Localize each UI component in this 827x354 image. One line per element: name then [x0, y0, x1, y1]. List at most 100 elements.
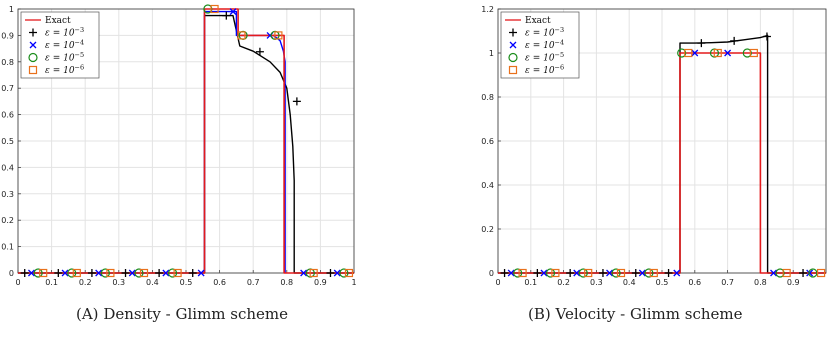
velocity-legend-exp-e4: −4 [555, 39, 565, 47]
velocity-marker-e4 [540, 269, 548, 277]
density-legend-marker-e5 [28, 52, 38, 63]
density-xtick-label: 0.4 [146, 278, 159, 287]
velocity-marker-e3 [762, 32, 771, 41]
velocity-ytick-label: 0.6 [481, 137, 494, 146]
density-xtick-label: 0.5 [180, 278, 193, 287]
density-legend-label-e3: ε = 10−3 [45, 26, 84, 39]
velocity-marker-e5 [775, 268, 785, 278]
velocity-chart: 0 0.1 0.2 0.3 0.4 0.5 0.6 0.7 0.8 0.9 0 0.2 0.4 0.6 0.… [481, 5, 827, 287]
velocity-ytick-label: 1.2 [481, 5, 494, 14]
caption-b-text: Velocity - Glimm scheme [555, 305, 743, 323]
velocity-marker-e4 [770, 269, 777, 277]
density-marker-e3 [188, 269, 197, 277]
velocity-xtick-label: 0 [495, 278, 500, 287]
velocity-xtick-label: 0.9 [787, 278, 800, 287]
density-legend-marker-e3 [29, 28, 37, 37]
velocity-legend-label-e4: ε = 10−4 [525, 39, 564, 52]
density-line-exact [18, 8, 354, 274]
density-xtick-label: 0.6 [213, 278, 226, 287]
velocity-marker-e3 [566, 269, 575, 277]
velocity-xtick-label: 0.4 [623, 278, 636, 287]
caption-a-text: Density - Glimm scheme [103, 305, 289, 323]
caption-a-tag: (A) [76, 305, 99, 323]
density-legend-eps-e5: ε = 10 [45, 54, 75, 64]
density-marker-e6 [139, 268, 149, 278]
density-marker-e3 [54, 269, 63, 277]
velocity-marker-e6 [616, 268, 626, 278]
density-marker-e4 [162, 269, 170, 277]
density-legend-marker-e6 [28, 65, 38, 75]
density-legend-exp-e3: −3 [75, 26, 85, 34]
density-marker-e3 [155, 269, 164, 277]
velocity-legend-eps-e3: ε = 10 [525, 29, 555, 39]
density-marker-e6 [309, 268, 318, 278]
velocity-marker-e6 [649, 268, 658, 278]
density-marker-e3 [326, 269, 335, 277]
velocity-marker-e3 [664, 269, 673, 277]
density-ytick-label: 0 [9, 269, 14, 278]
velocity-legend-eps-e6: ε = 10 [525, 66, 555, 76]
density-ytick-label: 0.2 [1, 216, 14, 225]
velocity-legend-exp-e5: −5 [555, 51, 565, 59]
density-marker-e6 [173, 268, 182, 278]
density-legend-eps-e3: ε = 10 [45, 29, 75, 39]
velocity-xtick-label: 0.1 [524, 278, 537, 287]
velocity-legend-label-e5: ε = 10−5 [525, 51, 564, 64]
density-marker-e5 [100, 268, 110, 278]
caption-b-tag: (B) [528, 305, 551, 323]
velocity-ytick-label: 0.8 [481, 93, 494, 102]
velocity-marker-e4 [507, 269, 515, 277]
velocity-marker-e6 [782, 268, 791, 278]
density-marker-e4 [95, 269, 103, 277]
velocity-marker-e5 [677, 48, 687, 58]
density-legend-label-e5: ε = 10−5 [45, 51, 84, 64]
velocity-marker-e5 [644, 268, 654, 278]
velocity-ytick-label: 0.4 [481, 181, 494, 190]
velocity-marker-e6 [584, 268, 593, 278]
velocity-marker-e3 [533, 269, 542, 277]
density-ytick-label: 0.5 [1, 137, 14, 146]
density-marker-e4 [61, 269, 69, 277]
velocity-marker-e4 [724, 49, 732, 57]
density-line-e4 [203, 10, 286, 273]
density-legend-label-e4: ε = 10−4 [45, 39, 84, 52]
density-marker-e3 [222, 11, 231, 20]
density-marker-e6 [274, 31, 283, 40]
velocity-marker-e6 [518, 268, 527, 278]
velocity-legend-exp-e6: −6 [555, 64, 565, 72]
density-marker-e6 [72, 268, 81, 278]
density-marker-e6 [106, 268, 115, 278]
velocity-line-exact [498, 52, 826, 274]
density-marker-e5 [339, 268, 349, 278]
density-marker-e3 [121, 269, 130, 277]
density-legend-label-e6: ε = 10−6 [45, 64, 84, 77]
velocity-marker-e3 [631, 269, 640, 277]
density-marker-e4 [197, 269, 205, 277]
density-data [18, 4, 354, 278]
density-marker-e4 [128, 269, 136, 277]
velocity-data [498, 32, 826, 278]
density-ytick-label: 1 [9, 5, 14, 14]
density-marker-e5 [67, 268, 77, 278]
density-marker-e6 [210, 4, 219, 14]
density-legend-exp-e4: −4 [75, 39, 85, 47]
density-marker-e3 [20, 269, 29, 277]
density-ytick-label: 0.3 [1, 190, 14, 199]
density-ytick-label: 0.7 [1, 84, 14, 93]
density-ytick-label: 0.1 [1, 243, 14, 252]
velocity-marker-e4 [638, 269, 646, 277]
velocity-legend-marker-e3 [509, 28, 517, 37]
velocity-marker-e5 [545, 268, 556, 278]
density-ytick-label: 0.4 [1, 163, 14, 172]
velocity-legend-marker-e4 [509, 41, 517, 49]
caption-b: (B) Velocity - Glimm scheme [528, 305, 743, 323]
velocity-marker-e4 [573, 269, 581, 277]
density-ytick-label: 0.8 [1, 58, 14, 67]
velocity-marker-e5 [808, 268, 818, 278]
velocity-marker-e6 [713, 48, 722, 58]
density-marker-e3 [292, 97, 301, 106]
density-chart: 0 0.1 0.2 0.3 0.4 0.5 0.6 0.7 0.8 0.9 1 0 0.1 0.2 0.3 0… [1, 4, 357, 287]
density-xtick-label: 0.2 [79, 278, 92, 287]
